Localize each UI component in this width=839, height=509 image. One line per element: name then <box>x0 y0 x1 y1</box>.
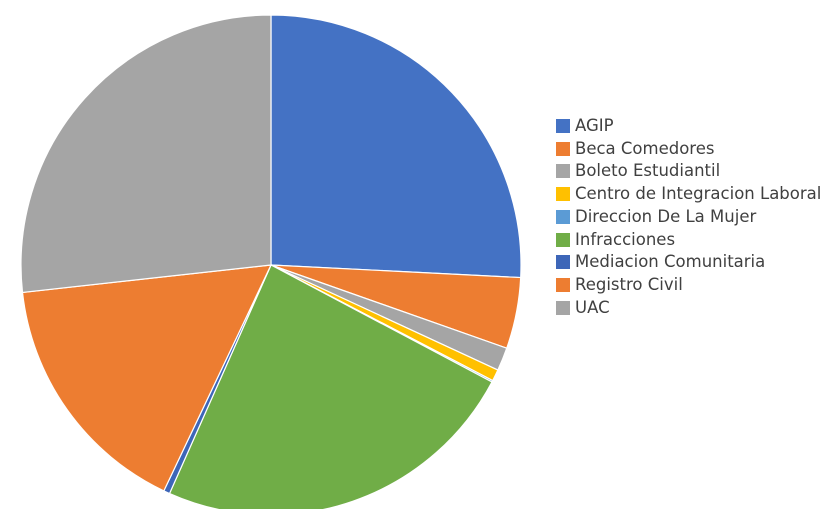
legend-item: AGIP <box>556 115 836 138</box>
legend-swatch <box>556 255 570 270</box>
legend-swatch <box>556 164 570 179</box>
legend-swatch <box>556 209 570 224</box>
legend-item: Infracciones <box>556 229 836 252</box>
pie-slice <box>21 264 273 492</box>
legend-item: Direccion De La Mujer <box>556 206 836 229</box>
legend-item: Centro de Integracion Laboral <box>556 183 836 206</box>
legend-item: UAC <box>556 297 836 320</box>
legend-item: Boleto Estudiantil <box>556 160 836 183</box>
legend-label: AGIP <box>575 116 614 135</box>
legend-swatch <box>556 119 570 133</box>
legend-label: Boleto Estudiantil <box>575 161 721 181</box>
legend-item: Mediacion Comunitaria <box>556 251 836 274</box>
legend-label: Mediacion Comunitaria <box>575 252 766 272</box>
legend-swatch <box>556 300 570 315</box>
pie-slice <box>270 14 522 279</box>
legend-label: Direccion De La Mujer <box>575 206 757 226</box>
legend-item: Registro Civil <box>556 274 836 297</box>
pie-slice <box>20 14 272 294</box>
legend-swatch <box>556 232 570 247</box>
legend-label: Infracciones <box>575 229 676 249</box>
pie-slice <box>168 264 493 509</box>
legend-label: Beca Comedores <box>575 138 715 158</box>
legend-label: Centro de Integracion Laboral <box>575 184 822 204</box>
legend-label: UAC <box>575 297 610 317</box>
legend: AGIP Beca Comedores Boleto Estudiantil Cent… <box>556 115 836 319</box>
legend-label: Registro Civil <box>575 274 683 294</box>
legend-item: Beca Comedores <box>556 138 836 161</box>
legend-swatch <box>556 277 570 292</box>
legend-swatch <box>556 187 570 202</box>
legend-swatch <box>556 141 570 156</box>
